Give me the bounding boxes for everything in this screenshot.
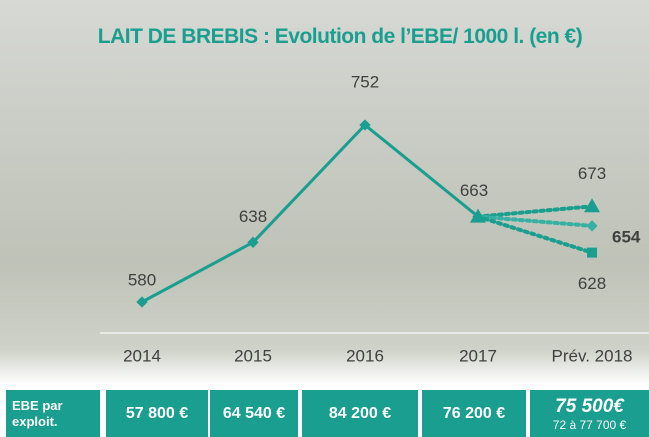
overlay [0,0,649,390]
marker [587,248,597,258]
chart-title: LAIT DE BREBIS : Evolution de l’EBE/ 100… [70,22,610,52]
chart-page: 2014 2015 2016 2017 Prév. 2018 580 638 752 663 67… [0,0,649,437]
cell-note: 72 à 77 700 € [553,418,626,432]
table-cell: 57 800 € [106,390,208,437]
data-label: 673 [578,164,606,183]
cell-value: 64 540 € [223,405,285,423]
x-tick-label: 2016 [346,346,384,365]
x-tick-label: Prév. 2018 [552,346,633,365]
table-cell: 84 200 € [302,390,418,437]
table-cell: 75 500€72 à 77 700 € [530,390,649,437]
data-label: 654 [612,227,641,246]
data-label: 663 [460,181,488,200]
table-cell: 76 200 € [422,390,526,437]
data-label: 752 [351,72,379,91]
cell-value: 84 200 € [329,405,391,423]
cell-value: 57 800 € [126,405,188,423]
x-tick-label: 2015 [234,346,272,365]
chart: 2014 2015 2016 2017 Prév. 2018 580 638 752 663 67… [0,0,649,437]
data-label: 580 [128,270,156,289]
cell-value: 76 200 € [443,405,505,423]
cell-value: 75 500€ [555,396,624,418]
table-header: EBE par exploit. [6,390,100,437]
x-tick-label: 2017 [459,346,497,365]
data-label: 638 [239,207,267,226]
x-tick-label: 2014 [123,346,161,365]
table-cell: 64 540 € [210,390,298,437]
data-label: 628 [578,274,606,293]
